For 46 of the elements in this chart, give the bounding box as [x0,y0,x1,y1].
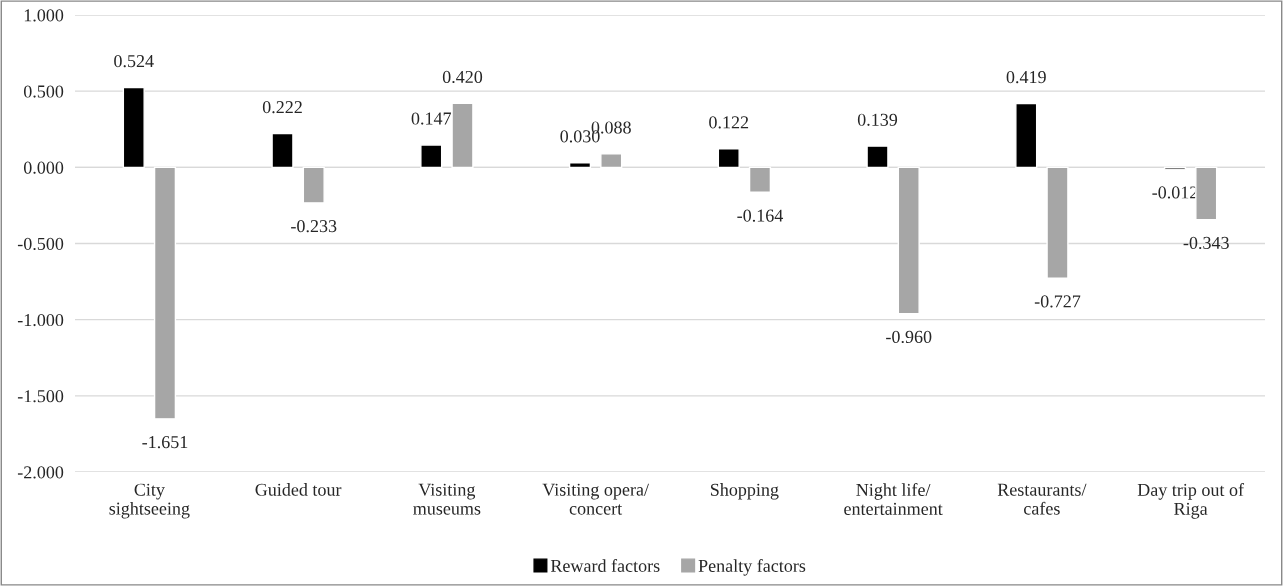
data-label: 0.419 [1006,70,1046,84]
bar [748,166,772,194]
y-tick-label: 0.000 [23,161,64,174]
x-tick-label: Guided tour [255,483,342,496]
x-tick-label: Visiting opera/ concert [542,483,649,515]
bar [122,86,145,169]
legend-label: Penalty factors [698,559,806,576]
legend-label: Reward factors [550,559,660,572]
x-tick-label: City sightseeing [109,483,190,519]
bar [1046,166,1069,279]
bar [451,102,474,169]
data-label: -0.233 [291,220,337,233]
bar [717,148,740,169]
x-tick-label: Restaurants/ cafes [997,483,1087,515]
bar [568,162,592,169]
data-label: 0.420 [442,70,483,84]
y-tick-label: 0.500 [23,85,64,98]
bar [600,153,623,169]
data-label: 0.139 [857,113,898,126]
data-label: 0.524 [114,54,154,68]
x-tick-label: Night life/ entertainment [844,483,943,515]
bar [153,166,177,420]
bar [302,166,325,204]
data-label: -0.343 [1183,236,1229,250]
bar [897,166,920,315]
data-label: -0.727 [1034,295,1081,308]
y-tick-label: 1.000 [24,9,64,22]
data-label: 0.147 [411,112,452,125]
bar [1195,166,1218,221]
data-label: -0.164 [737,209,784,222]
x-tick-label: Visiting museums [413,483,481,515]
x-tick-label: Shopping [710,483,779,500]
data-label: 0.122 [709,116,749,129]
bar [271,132,294,169]
y-tick-label: -0.500 [17,237,64,251]
y-tick-label: -1.500 [17,390,64,403]
data-label: -0.012 [1152,186,1198,199]
bar [1015,102,1038,169]
bar [420,144,443,169]
x-tick-label: Day trip out of Riga [1137,483,1245,519]
data-label: -0.960 [886,330,932,344]
data-label: -1.651 [142,436,188,449]
y-tick-label: -2.000 [17,466,64,479]
y-tick-label: -1.000 [17,313,64,327]
bar [866,145,889,169]
data-label: 0.222 [262,101,302,114]
